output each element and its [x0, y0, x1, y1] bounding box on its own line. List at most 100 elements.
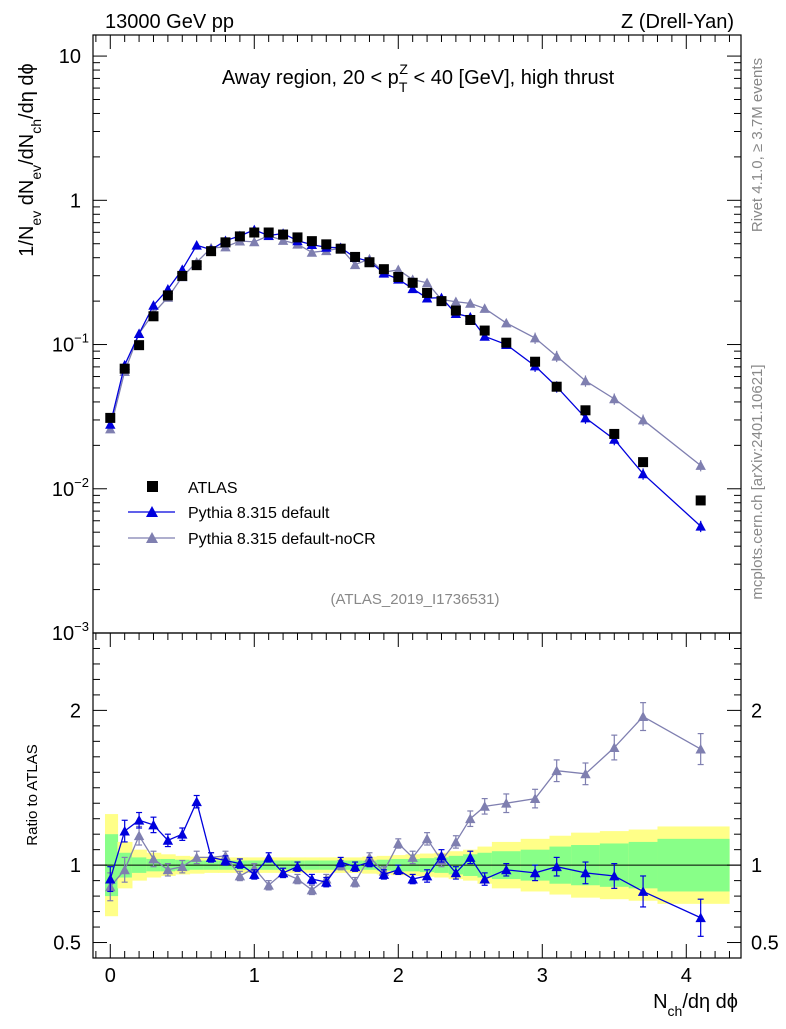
main-point-atlas [530, 356, 541, 367]
main-point-default [105, 419, 116, 429]
ratio-point-default [162, 835, 174, 845]
ratio-point-default [479, 873, 490, 884]
main-point-nocr [501, 317, 512, 328]
legend: ATLAS Pythia 8.315 default Pythia 8.315 … [128, 480, 376, 548]
main-point-atlas [580, 405, 591, 416]
ratio-point-nocr [119, 864, 130, 875]
ratio-point-default [249, 869, 260, 879]
ratio-point-nocr [177, 861, 188, 872]
ratio-uncertainty-bands [93, 814, 741, 917]
ratio-point-default [378, 869, 390, 879]
ratio-point-nocr [580, 768, 591, 779]
ratio-line-default [109, 799, 701, 919]
main-point-atlas [479, 325, 490, 336]
ratio-y-tick-label: 1 [70, 855, 81, 877]
main-point-atlas [335, 243, 346, 254]
main-point-nocr [551, 351, 562, 361]
main-point-atlas [148, 311, 159, 322]
ratio-point-nocr [133, 830, 145, 841]
ratio-point-default [234, 858, 246, 869]
ratio-point-nocr [450, 836, 462, 847]
ratio-point-default [637, 886, 649, 896]
main-point-default [407, 283, 418, 294]
main-point-nocr [421, 277, 433, 288]
main-point-nocr [609, 393, 620, 404]
ratio-point-nocr [148, 853, 159, 864]
main-point-atlas [306, 236, 317, 247]
ratio-point-nocr [609, 742, 620, 752]
main-y-tick-label: 10 [59, 46, 81, 68]
main-point-default [580, 412, 591, 423]
main-point-atlas [321, 239, 332, 250]
ratio-point-default [177, 828, 188, 839]
ratio-point-nocr [292, 873, 303, 884]
ratio-point-default [501, 864, 512, 875]
main-point-nocr [529, 332, 541, 343]
ratio-point-default [407, 873, 418, 884]
ratio-point-default [609, 870, 620, 881]
rivet-caption: Rivet 4.1.0, ≥ 3.7M events [749, 58, 766, 232]
main-point-nocr [637, 414, 649, 425]
main-axes: 10 1 10−1 10−2 10−3 [52, 34, 742, 645]
ratio-point-default [306, 873, 318, 884]
main-point-atlas [609, 428, 620, 439]
ratio-point-default [148, 819, 159, 830]
main-point-atlas [350, 251, 361, 262]
main-point-nocr [393, 264, 404, 275]
ratio-frame [92, 632, 742, 959]
ratio-point-nocr [551, 765, 562, 776]
main-point-atlas [206, 246, 217, 257]
main-point-atlas [465, 314, 476, 325]
main-point-atlas [134, 340, 145, 351]
ratio-point-default [529, 867, 541, 878]
ratio-point-default [465, 852, 476, 862]
series-line-default [109, 229, 702, 527]
ratio-y-label: Ratio to ATLAS [24, 744, 41, 845]
main-point-nocr [580, 375, 591, 386]
legend-label-default: Pythia 8.315 default [188, 505, 330, 522]
main-point-nocr [695, 460, 706, 470]
main-point-atlas [249, 227, 260, 238]
legend-label-atlas: ATLAS [188, 480, 238, 497]
ratio-point-default [321, 876, 332, 887]
ratio-y-tick-label-right: 0.5 [751, 933, 779, 955]
ratio-point-default [364, 856, 375, 867]
ratio-point-nocr [263, 880, 274, 890]
ratio-point-default [551, 861, 562, 872]
ratio-point-default [220, 855, 231, 865]
ratio-point-default [421, 870, 433, 881]
ratio-point-default [205, 852, 217, 862]
x-tick-label: 0 [105, 965, 116, 987]
main-point-nocr [277, 235, 289, 245]
header-right: Z (Drell-Yan) [621, 11, 734, 33]
main-point-nocr [306, 247, 318, 257]
legend-label-nocr: Pythia 8.315 default-noCR [188, 531, 376, 548]
ratio-point-nocr [162, 864, 174, 875]
analysis-id: (ATLAS_2019_I1736531) [330, 591, 499, 608]
ratio-point-default [133, 815, 145, 825]
main-point-default [148, 300, 159, 310]
main-point-nocr [249, 236, 260, 247]
main-point-atlas [177, 270, 188, 281]
main-point-atlas [422, 287, 433, 298]
legend-marker-nocr [146, 532, 158, 543]
main-point-atlas [393, 271, 404, 282]
main-point-nocr [479, 303, 490, 313]
main-y-label: 1/Nev dNev/dNch/dη dϕ [16, 63, 44, 256]
ratio-y-tick-label: 0.5 [53, 933, 81, 955]
main-point-atlas [378, 264, 389, 275]
main-point-nocr [349, 259, 361, 270]
ratio-point-default [436, 850, 447, 861]
ratio-point-nocr [421, 833, 433, 844]
x-axis-label: Nch/dη dϕ [653, 991, 738, 1019]
main-point-atlas [278, 229, 289, 240]
ratio-series [105, 702, 706, 937]
main-series [105, 224, 706, 533]
mcplots-caption: mcplots.cern.ch [arXiv:2401.10621] [749, 364, 766, 599]
ratio-point-default [450, 867, 462, 878]
main-point-atlas [292, 232, 303, 243]
main-y-tick-label: 10−2 [52, 475, 89, 501]
series-line-nocr [109, 235, 702, 467]
main-point-atlas [436, 296, 447, 307]
